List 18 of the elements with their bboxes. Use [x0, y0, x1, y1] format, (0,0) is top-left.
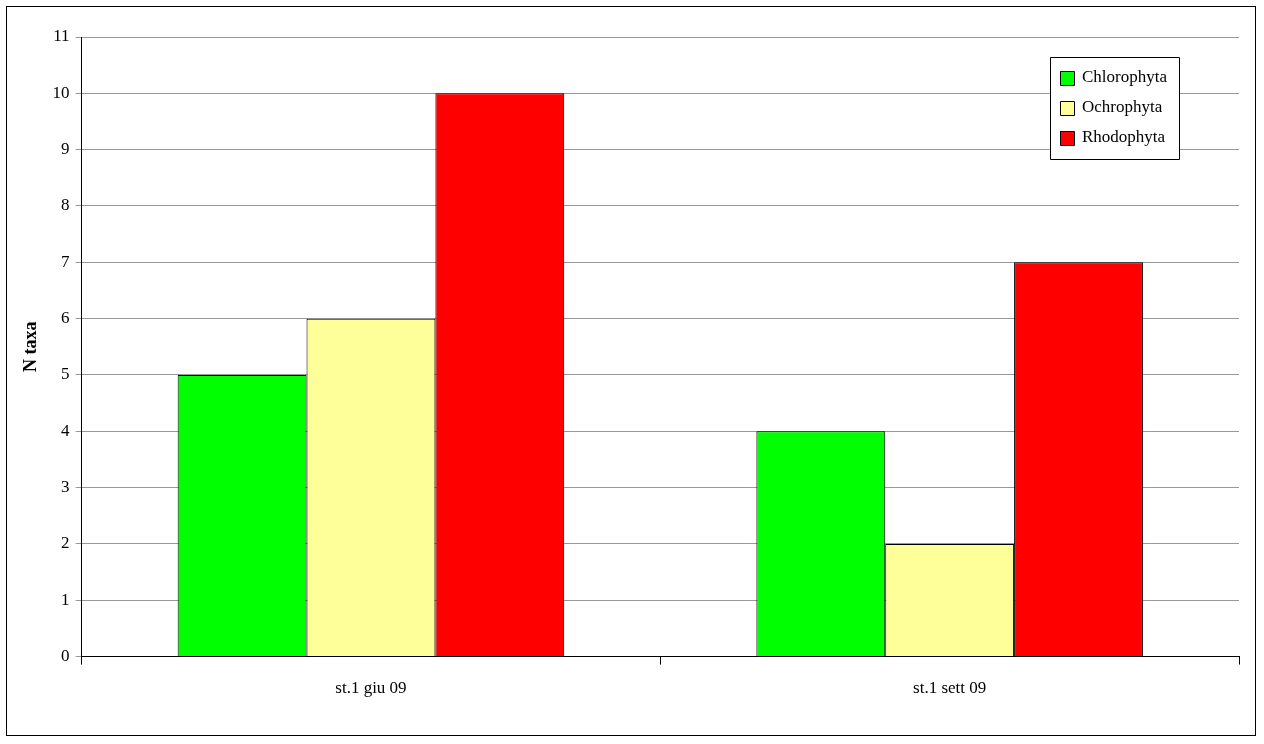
- y-axis-title: N taxa: [20, 321, 41, 373]
- y-tick-label: 4: [61, 420, 71, 440]
- y-tick-label: 7: [61, 251, 71, 271]
- y-tick-label: 3: [61, 477, 70, 497]
- legend-label: Rhodophyta: [1082, 127, 1166, 147]
- y-tick-label: 11: [53, 26, 70, 46]
- y-tick-label: 2: [61, 533, 70, 553]
- y-tick-label: 8: [61, 195, 70, 215]
- y-tick-label: 5: [61, 364, 70, 384]
- y-tick-label: 0: [61, 646, 70, 666]
- x-tick-label: st.1 giu 09: [335, 678, 407, 698]
- y-tick-label: 10: [52, 82, 70, 102]
- legend-label: Ochrophyta: [1082, 97, 1163, 117]
- x-tick-label: st.1 sett 09: [913, 678, 987, 698]
- legend-label: Chlorophyta: [1082, 67, 1168, 87]
- y-tick-label: 9: [61, 139, 70, 159]
- y-tick-label: 6: [61, 308, 70, 328]
- y-tick-label: 1: [61, 589, 70, 609]
